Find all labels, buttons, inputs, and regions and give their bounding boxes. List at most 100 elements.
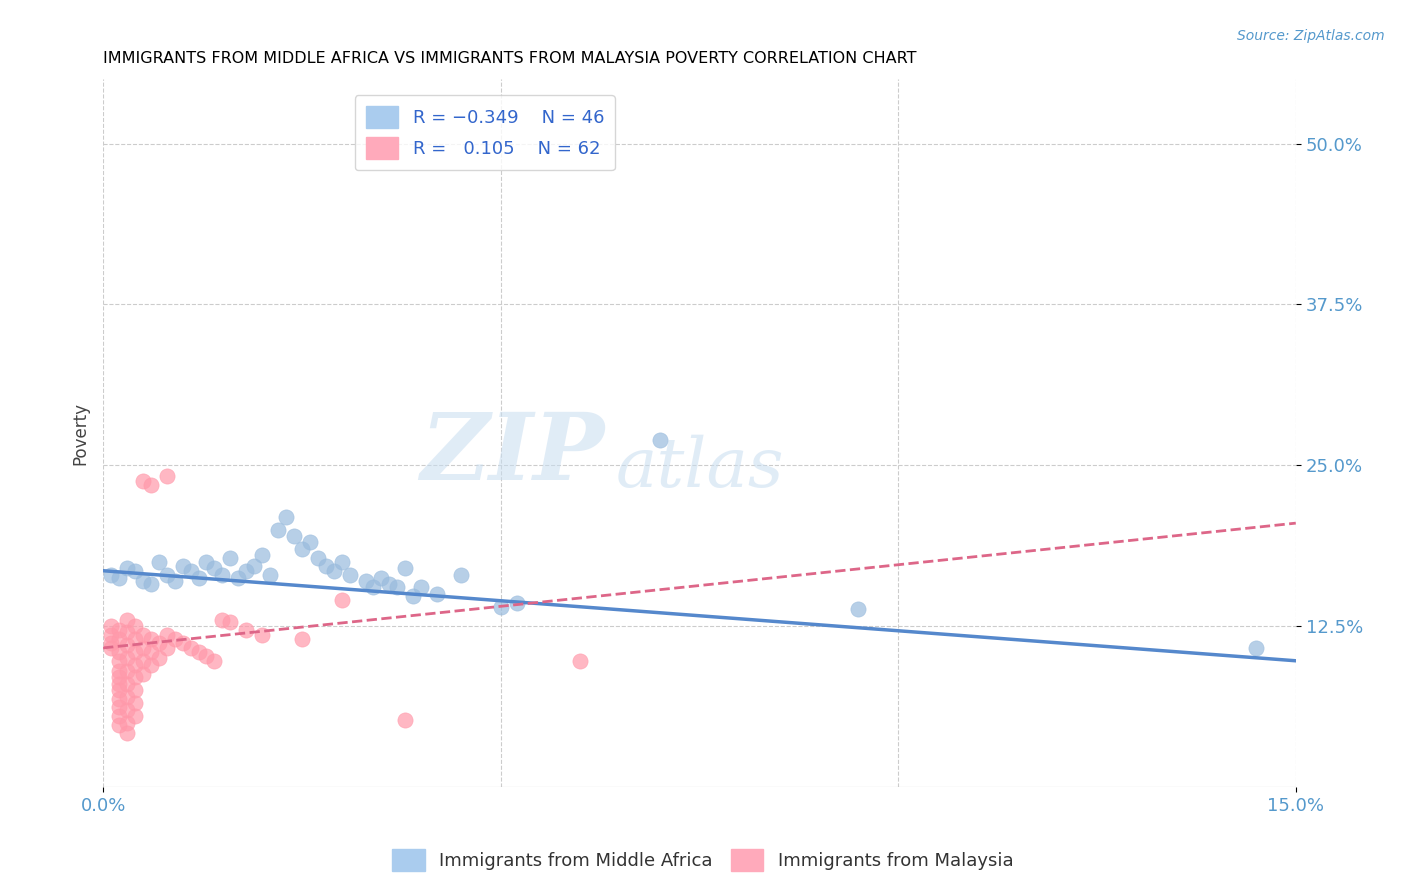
Point	[187, 645, 209, 659]
Point	[1244, 640, 1267, 655]
Point	[108, 700, 131, 714]
Point	[115, 677, 138, 691]
Point	[124, 657, 146, 672]
Point	[124, 671, 146, 685]
Point	[108, 709, 131, 723]
Point	[148, 636, 170, 650]
Point	[108, 623, 131, 637]
Point	[187, 571, 209, 585]
Point	[124, 619, 146, 633]
Point	[115, 651, 138, 665]
Point	[124, 683, 146, 698]
Point	[569, 654, 592, 668]
Point	[489, 599, 512, 614]
Point	[298, 535, 321, 549]
Point	[163, 574, 186, 588]
Point	[124, 632, 146, 646]
Point	[250, 628, 273, 642]
Point	[115, 703, 138, 717]
Point	[124, 709, 146, 723]
Point	[115, 625, 138, 640]
Point	[115, 664, 138, 678]
Point	[124, 696, 146, 710]
Point	[648, 433, 671, 447]
Point	[394, 713, 416, 727]
Legend: Immigrants from Middle Africa, Immigrants from Malaysia: Immigrants from Middle Africa, Immigrant…	[385, 842, 1021, 879]
Point	[204, 561, 226, 575]
Point	[108, 664, 131, 678]
Point	[108, 677, 131, 691]
Point	[139, 657, 162, 672]
Point	[108, 671, 131, 685]
Point	[387, 581, 409, 595]
Point	[132, 654, 155, 668]
Point	[322, 564, 344, 578]
Point	[848, 602, 870, 616]
Point	[378, 576, 401, 591]
Legend: R = −0.349    N = 46, R =   0.105    N = 62: R = −0.349 N = 46, R = 0.105 N = 62	[354, 95, 614, 170]
Point	[195, 555, 218, 569]
Point	[115, 638, 138, 652]
Point	[363, 581, 385, 595]
Point	[291, 632, 314, 646]
Point	[108, 632, 131, 646]
Point	[370, 571, 392, 585]
Point	[100, 636, 122, 650]
Point	[330, 555, 353, 569]
Point	[180, 564, 202, 578]
Point	[139, 477, 162, 491]
Point	[115, 561, 138, 575]
Point	[108, 571, 131, 585]
Point	[219, 550, 242, 565]
Point	[235, 564, 257, 578]
Point	[339, 567, 361, 582]
Point	[226, 571, 249, 585]
Point	[274, 509, 297, 524]
Point	[172, 636, 194, 650]
Point	[307, 550, 329, 565]
Point	[100, 619, 122, 633]
Point	[195, 648, 218, 663]
Point	[115, 690, 138, 704]
Point	[291, 541, 314, 556]
Point	[132, 640, 155, 655]
Point	[139, 576, 162, 591]
Point	[156, 468, 179, 483]
Point	[132, 574, 155, 588]
Point	[426, 587, 449, 601]
Point	[132, 474, 155, 488]
Text: IMMIGRANTS FROM MIDDLE AFRICA VS IMMIGRANTS FROM MALAYSIA POVERTY CORRELATION CH: IMMIGRANTS FROM MIDDLE AFRICA VS IMMIGRA…	[103, 51, 917, 66]
Point	[156, 567, 179, 582]
Point	[243, 558, 266, 573]
Point	[259, 567, 281, 582]
Point	[132, 666, 155, 681]
Point	[180, 640, 202, 655]
Point	[115, 726, 138, 740]
Point	[219, 615, 242, 630]
Point	[108, 718, 131, 732]
Text: ZIP: ZIP	[420, 409, 605, 500]
Point	[211, 567, 233, 582]
Point	[148, 555, 170, 569]
Point	[411, 581, 433, 595]
Point	[132, 628, 155, 642]
Point	[354, 574, 377, 588]
Point	[139, 645, 162, 659]
Point	[148, 651, 170, 665]
Point	[402, 590, 425, 604]
Point	[100, 640, 122, 655]
Point	[139, 632, 162, 646]
Point	[450, 567, 472, 582]
Point	[108, 683, 131, 698]
Point	[505, 596, 527, 610]
Point	[108, 692, 131, 706]
Point	[115, 715, 138, 730]
Point	[108, 654, 131, 668]
Point	[235, 623, 257, 637]
Y-axis label: Poverty: Poverty	[72, 401, 89, 465]
Point	[163, 632, 186, 646]
Point	[250, 549, 273, 563]
Text: atlas: atlas	[616, 435, 785, 502]
Point	[283, 529, 305, 543]
Point	[211, 613, 233, 627]
